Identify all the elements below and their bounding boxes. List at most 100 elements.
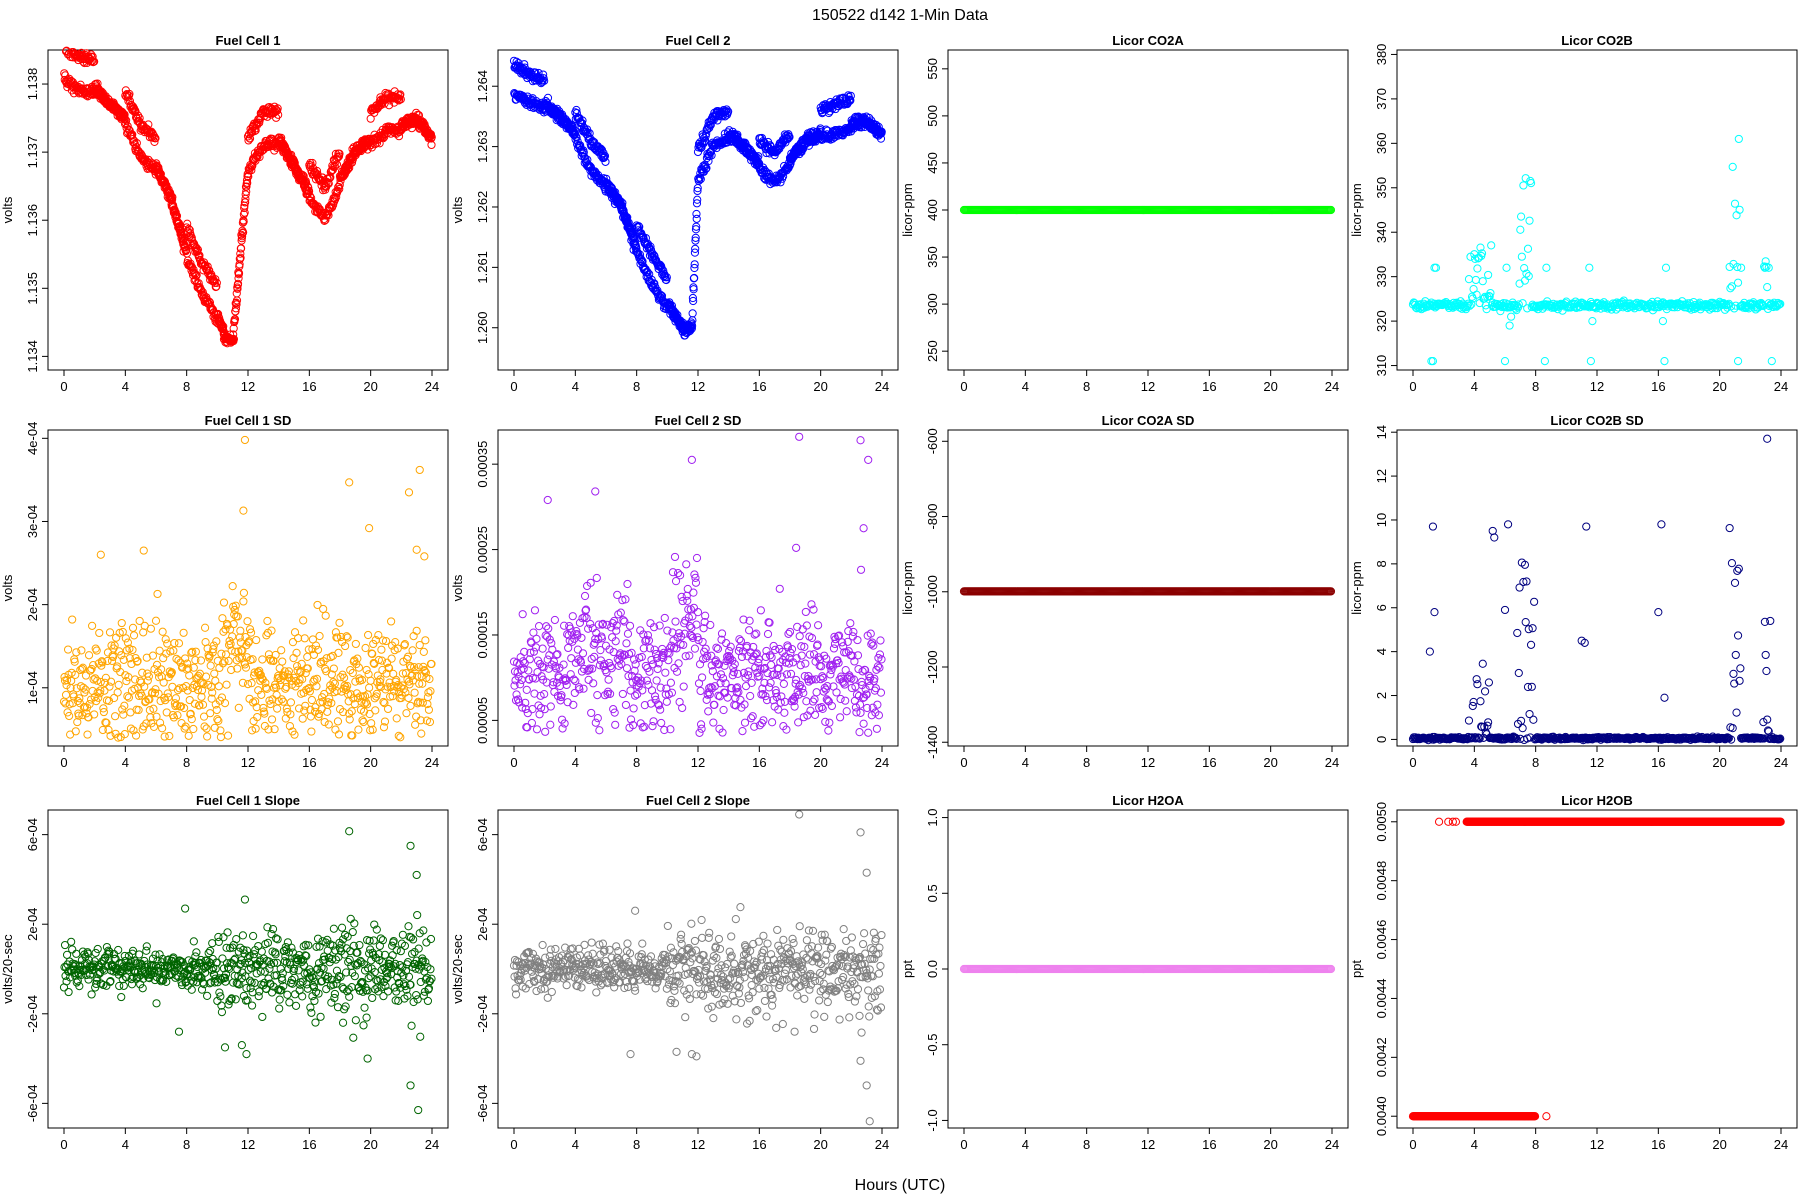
x-tick-label: 24 [875, 755, 889, 770]
data-point [335, 149, 344, 158]
data-point [236, 249, 245, 258]
y-tick-label: 350 [925, 246, 940, 268]
data-point [585, 129, 594, 138]
y-tick-label: 370 [1374, 88, 1389, 110]
data-point [601, 157, 610, 166]
data-point [379, 134, 388, 143]
x-tick-label: 0 [960, 379, 967, 394]
data-point [333, 153, 343, 162]
data-point [691, 236, 700, 245]
x-tick-label: 16 [302, 379, 316, 394]
data-point [688, 321, 697, 330]
data-point [247, 166, 256, 175]
panel-title: Licor CO2B [1561, 33, 1633, 48]
y-tick-label: 4e-04 [25, 422, 40, 455]
data-point [602, 174, 611, 183]
data-point [168, 195, 177, 204]
y-axis-label: licor-ppm [900, 183, 915, 236]
y-axis-label: volts [450, 574, 465, 601]
data-point [722, 105, 731, 114]
x-tick-label: 24 [425, 755, 439, 770]
data-point [643, 268, 652, 277]
data-point [274, 110, 283, 119]
y-tick-label: 1.134 [25, 340, 40, 373]
data-point [689, 285, 698, 294]
data-point [245, 163, 254, 172]
data-point [229, 324, 238, 333]
data-point [150, 137, 159, 146]
data-point [192, 270, 201, 280]
data-point [572, 133, 581, 142]
panel-title: Fuel Cell 2 [665, 33, 730, 48]
y-tick-label: 1.260 [475, 311, 490, 344]
data-point [259, 145, 268, 154]
data-point [229, 330, 238, 339]
data-point [691, 225, 701, 234]
data-point [690, 260, 699, 269]
x-tick-label: 8 [633, 379, 640, 394]
data-point [638, 257, 647, 266]
data-point [783, 131, 792, 140]
y-tick-label: 360 [1374, 132, 1389, 154]
x-tick-label: 12 [1590, 379, 1604, 394]
data-point [238, 226, 247, 235]
data-point [600, 151, 610, 161]
data-point [238, 232, 247, 241]
x-tick-label: 16 [752, 379, 766, 394]
y-tick-label: 0.00025 [475, 526, 490, 573]
data-point [623, 213, 632, 222]
series-points [959, 205, 1336, 215]
x-tick-label: 8 [633, 755, 640, 770]
data-point [244, 172, 253, 181]
y-axis-label: volts [0, 574, 15, 601]
data-point [242, 182, 251, 191]
y-tick-label: 1e-04 [25, 671, 40, 704]
y-tick-label: 1.136 [25, 204, 40, 237]
data-point [412, 108, 421, 117]
data-point [692, 199, 702, 208]
data-point [785, 132, 794, 142]
x-tick-label: 0 [60, 379, 67, 394]
data-point [170, 207, 180, 216]
y-tick-label: 2e-04 [25, 588, 40, 621]
x-tick-label: 12 [691, 379, 705, 394]
x-tick-label: 0 [1409, 379, 1416, 394]
data-point [242, 187, 251, 196]
data-point [135, 114, 144, 123]
y-tick-label: 3e-04 [25, 505, 40, 538]
data-point [123, 121, 132, 131]
x-tick-label: 20 [813, 379, 827, 394]
data-point [134, 111, 143, 120]
figure-title: 150522 d142 1-Min Data [812, 7, 988, 24]
data-point [662, 273, 671, 282]
data-point [335, 184, 344, 194]
y-tick-label: 310 [1374, 355, 1389, 377]
x-tick-label: 12 [691, 755, 705, 770]
x-tick-label: 12 [241, 379, 255, 394]
data-point [234, 274, 243, 283]
x-tick-label: 4 [1022, 379, 1029, 394]
panel-title: Fuel Cell 2 SD [655, 413, 742, 428]
series-points [60, 46, 436, 348]
y-tick-label: 320 [1374, 310, 1389, 332]
data-point [243, 178, 252, 187]
data-point [688, 309, 697, 318]
data-point [688, 293, 697, 303]
y-tick-label: 1.137 [25, 136, 40, 169]
data-point [396, 95, 405, 104]
data-point [690, 248, 700, 257]
data-point [148, 130, 158, 139]
data-point [230, 315, 240, 324]
x-tick-label: 0 [60, 755, 67, 770]
data-point [692, 209, 701, 219]
y-tick-label: 1.263 [475, 130, 490, 163]
data-point [125, 126, 134, 135]
data-point [237, 230, 246, 239]
data-point [618, 201, 627, 210]
data-point [210, 278, 219, 287]
y-tick-label: 380 [1374, 44, 1389, 66]
data-point [120, 110, 129, 119]
y-tick-label: 340 [1374, 221, 1389, 243]
